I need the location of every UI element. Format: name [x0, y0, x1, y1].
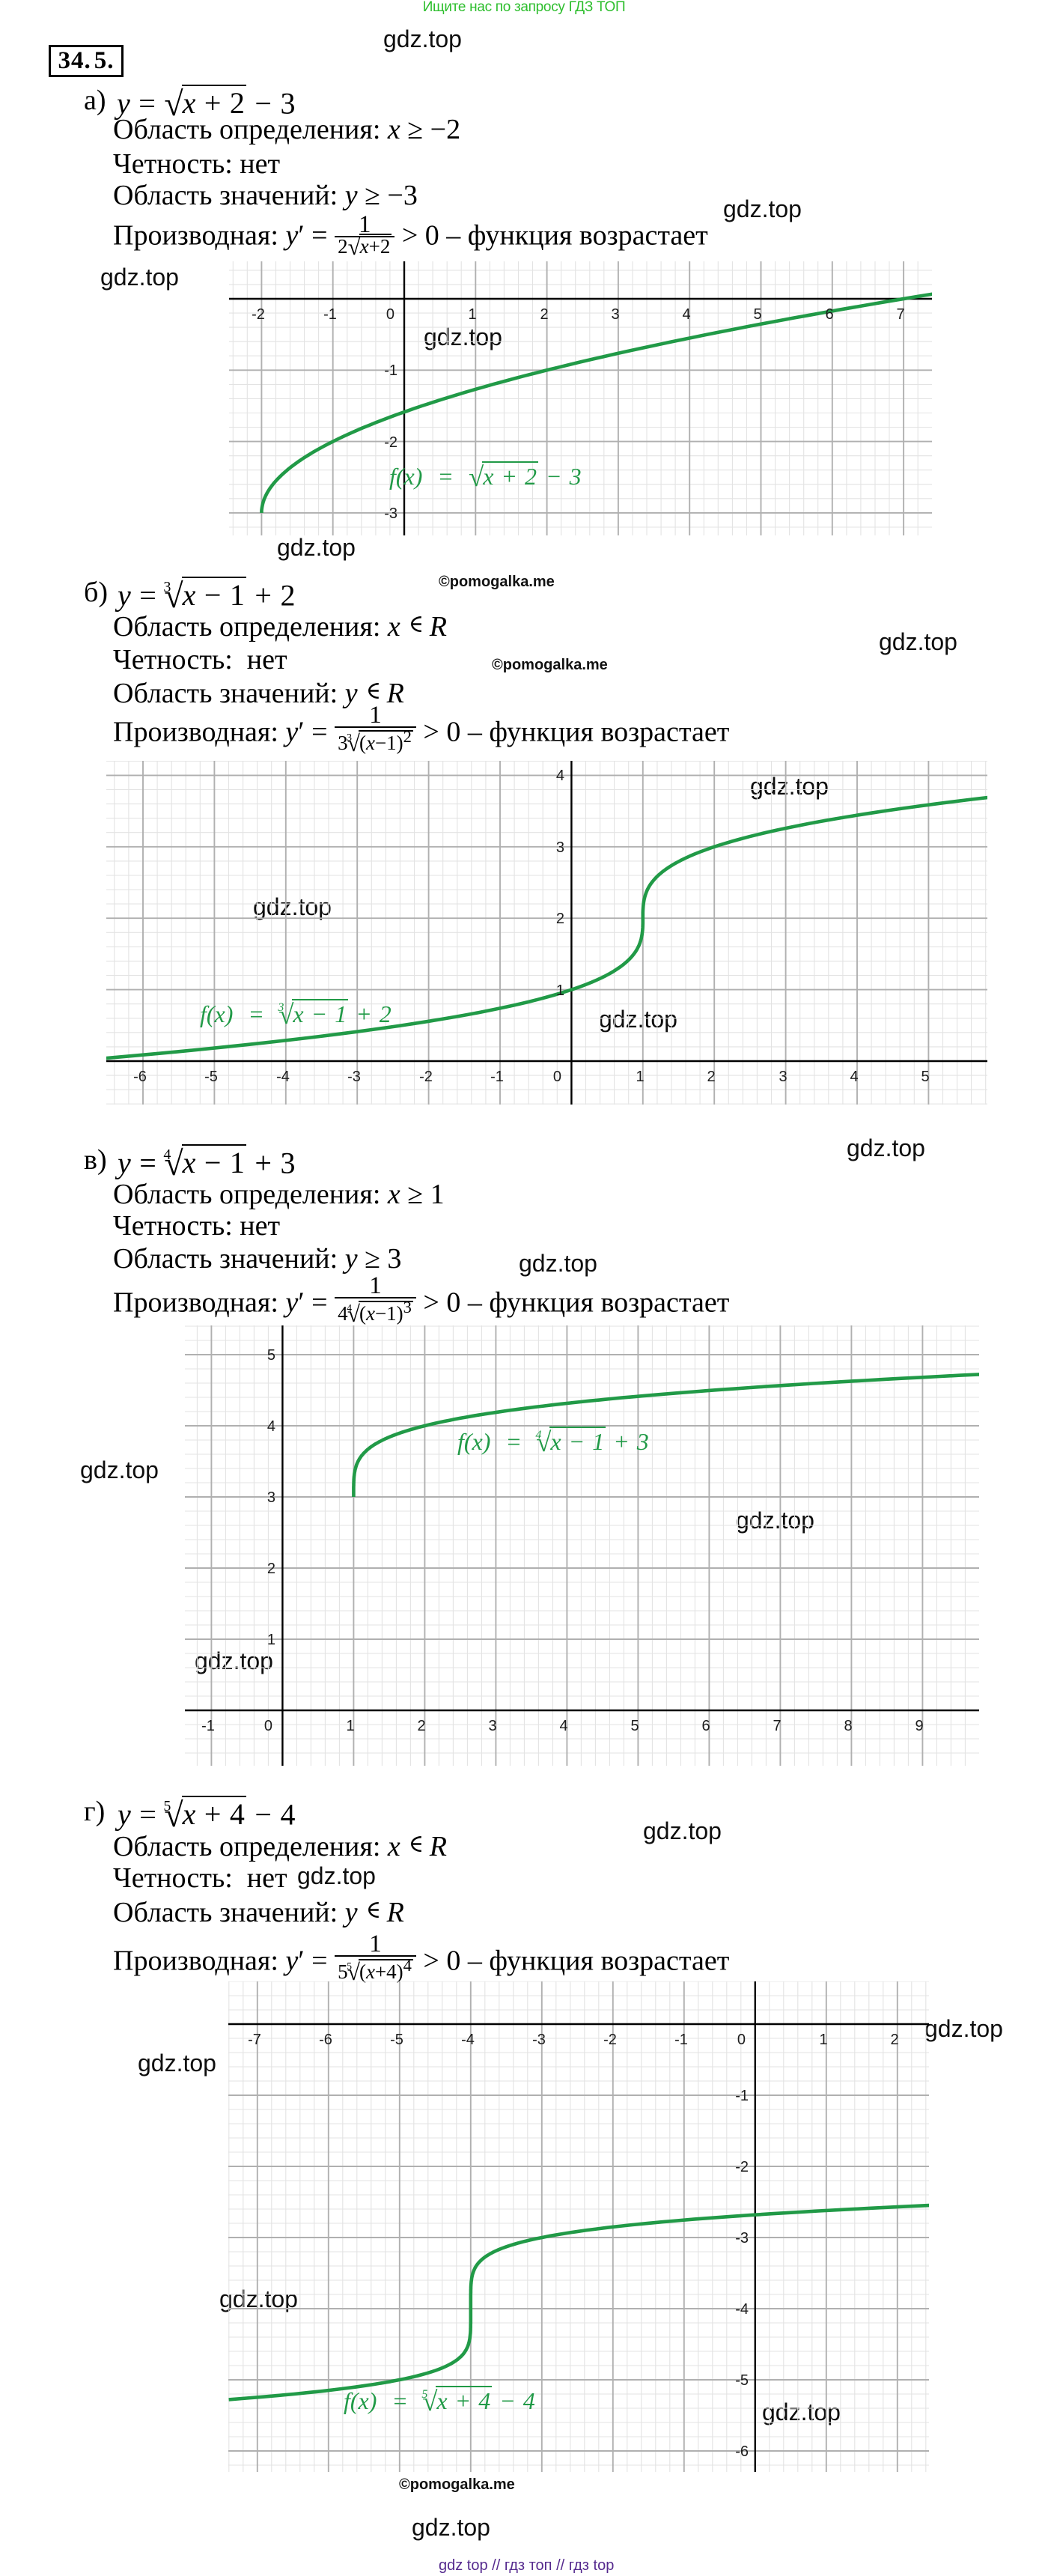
svg-text:6: 6 [825, 306, 833, 323]
svg-text:3: 3 [611, 306, 619, 323]
svg-text:-5: -5 [390, 2032, 403, 2048]
svg-text:7: 7 [773, 1718, 781, 1734]
svg-text:-5: -5 [735, 2372, 749, 2389]
svg-text:1: 1 [636, 1069, 644, 1085]
svg-text:5: 5 [630, 1718, 639, 1734]
svg-text:-2: -2 [384, 434, 397, 451]
svg-text:2: 2 [890, 2032, 898, 2048]
svg-text:4: 4 [559, 1718, 567, 1734]
svg-text:3: 3 [556, 839, 564, 856]
svg-text:5: 5 [753, 306, 761, 323]
svg-text:2: 2 [540, 306, 548, 323]
svg-text:2: 2 [267, 1561, 275, 1577]
svg-text:-3: -3 [384, 505, 397, 522]
svg-text:0: 0 [553, 1069, 561, 1085]
svg-text:1: 1 [556, 982, 564, 999]
svg-text:-1: -1 [384, 362, 397, 379]
svg-text:4: 4 [267, 1418, 275, 1435]
svg-text:-3: -3 [347, 1069, 361, 1085]
svg-text:-6: -6 [319, 2032, 332, 2048]
svg-text:7: 7 [896, 306, 904, 323]
svg-text:-2: -2 [735, 2159, 749, 2175]
svg-text:-4: -4 [735, 2301, 749, 2318]
svg-text:4: 4 [556, 768, 564, 784]
svg-text:4: 4 [682, 306, 690, 323]
svg-text:2: 2 [707, 1069, 715, 1085]
svg-text:-2: -2 [252, 306, 265, 323]
svg-text:0: 0 [386, 306, 394, 323]
svg-text:-1: -1 [201, 1718, 215, 1734]
svg-text:-1: -1 [674, 2032, 688, 2048]
svg-text:-1: -1 [735, 2088, 749, 2104]
svg-text:-2: -2 [419, 1069, 433, 1085]
svg-text:1: 1 [346, 1718, 354, 1734]
svg-text:2: 2 [417, 1718, 425, 1734]
svg-text:3: 3 [488, 1718, 496, 1734]
svg-text:1: 1 [819, 2032, 827, 2048]
svg-text:2: 2 [556, 911, 564, 927]
svg-text:1: 1 [468, 306, 476, 323]
svg-text:5: 5 [921, 1069, 929, 1085]
svg-text:1: 1 [267, 1632, 275, 1648]
svg-text:-3: -3 [735, 2230, 749, 2247]
svg-text:-2: -2 [603, 2032, 617, 2048]
svg-text:8: 8 [844, 1718, 852, 1734]
svg-text:-1: -1 [490, 1069, 504, 1085]
svg-text:-3: -3 [532, 2032, 546, 2048]
svg-text:-4: -4 [276, 1069, 290, 1085]
svg-text:4: 4 [850, 1069, 858, 1085]
svg-text:5: 5 [267, 1347, 275, 1364]
svg-text:-6: -6 [735, 2443, 749, 2460]
svg-text:0: 0 [737, 2032, 746, 2048]
svg-text:-4: -4 [461, 2032, 475, 2048]
svg-text:6: 6 [701, 1718, 710, 1734]
svg-text:3: 3 [779, 1069, 787, 1085]
svg-text:0: 0 [264, 1718, 272, 1734]
svg-text:9: 9 [915, 1718, 923, 1734]
svg-text:-1: -1 [323, 306, 337, 323]
svg-text:-7: -7 [248, 2032, 261, 2048]
svg-text:-5: -5 [204, 1069, 218, 1085]
svg-text:3: 3 [267, 1489, 275, 1506]
svg-text:-6: -6 [133, 1069, 147, 1085]
